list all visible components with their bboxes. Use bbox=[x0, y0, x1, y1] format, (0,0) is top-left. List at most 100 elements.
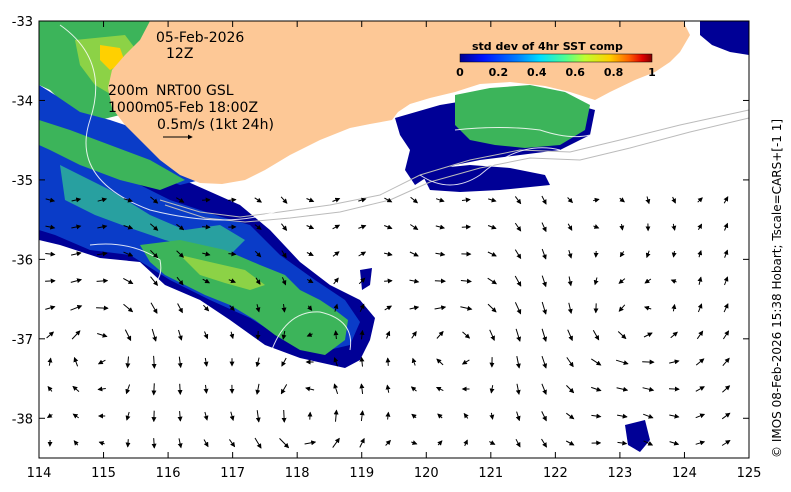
x-tick-label: 114 bbox=[27, 466, 52, 481]
colorbar-tick-label: 0.4 bbox=[527, 66, 547, 79]
current-arrow bbox=[255, 410, 261, 423]
current-arrow bbox=[669, 413, 680, 419]
y-tick-label: -33 bbox=[12, 15, 33, 30]
current-arrow bbox=[281, 304, 287, 313]
current-arrow bbox=[437, 440, 443, 446]
current-arrow bbox=[514, 249, 522, 260]
current-arrow bbox=[410, 224, 419, 230]
current-arrow bbox=[254, 437, 262, 449]
colorbar-gradient bbox=[459, 53, 653, 63]
current-arrow bbox=[333, 409, 339, 422]
current-arrow bbox=[489, 412, 495, 420]
current-arrow bbox=[489, 440, 496, 445]
current-arrow bbox=[279, 438, 290, 449]
current-arrow bbox=[463, 439, 468, 447]
current-arrow bbox=[435, 251, 446, 257]
depth-deep-label: 1000m bbox=[108, 100, 157, 116]
current-arrow bbox=[281, 250, 287, 259]
current-arrow bbox=[384, 224, 393, 230]
current-arrow bbox=[72, 385, 80, 392]
current-arrow bbox=[150, 196, 159, 204]
current-arrow bbox=[722, 357, 730, 367]
current-arrow bbox=[721, 412, 731, 420]
current-arrow bbox=[566, 385, 575, 394]
current-arrow bbox=[255, 357, 261, 368]
colorbar-tick-label: 0.6 bbox=[565, 66, 585, 79]
hour-label: 12Z bbox=[166, 46, 193, 62]
current-arrow bbox=[304, 440, 317, 446]
current-arrow bbox=[723, 222, 729, 231]
current-arrow bbox=[411, 413, 417, 419]
current-arrow bbox=[541, 328, 548, 342]
y-tick-label: -38 bbox=[12, 412, 33, 427]
current-arrow bbox=[489, 385, 495, 394]
x-tick-label: 117 bbox=[220, 466, 245, 481]
current-arrow bbox=[515, 328, 522, 342]
y-tick-label: -34 bbox=[12, 94, 33, 109]
y-tick-label: -37 bbox=[12, 333, 33, 348]
current-arrow bbox=[619, 224, 625, 231]
current-arrow bbox=[592, 329, 600, 341]
current-arrow bbox=[618, 278, 626, 284]
current-arrow bbox=[203, 357, 209, 367]
current-arrow bbox=[567, 329, 573, 342]
x-tick-label: 125 bbox=[737, 466, 762, 481]
current-arrow bbox=[97, 386, 106, 392]
current-arrow bbox=[541, 411, 547, 422]
current-arrow bbox=[125, 356, 131, 369]
current-arrow bbox=[123, 277, 134, 285]
date-label: 05-Feb-2026 bbox=[156, 30, 244, 46]
current-arrow bbox=[176, 250, 185, 258]
x-tick-label: 122 bbox=[543, 466, 568, 481]
current-arrow bbox=[176, 197, 185, 203]
current-arrow bbox=[45, 251, 56, 257]
current-arrow bbox=[228, 439, 236, 448]
current-arrow bbox=[437, 413, 443, 419]
current-arrow bbox=[45, 305, 56, 311]
current-arrow bbox=[358, 224, 367, 230]
current-arrow bbox=[281, 223, 288, 231]
current-arrow bbox=[228, 251, 237, 257]
current-arrow bbox=[202, 278, 211, 284]
current-arrow bbox=[409, 305, 420, 311]
current-arrow bbox=[333, 357, 339, 367]
current-arrow bbox=[123, 224, 134, 230]
current-arrow bbox=[123, 251, 134, 257]
current-arrow bbox=[229, 305, 235, 312]
current-arrow bbox=[177, 303, 183, 314]
current-arrow bbox=[97, 197, 108, 203]
current-arrow bbox=[697, 276, 703, 285]
current-arrow bbox=[228, 197, 237, 203]
current-arrow bbox=[411, 357, 417, 366]
current-arrow bbox=[47, 385, 53, 392]
current-arrow bbox=[97, 251, 108, 257]
current-arrow bbox=[149, 223, 159, 231]
current-arrow bbox=[695, 386, 705, 392]
current-arrow bbox=[385, 439, 391, 446]
current-arrow bbox=[73, 356, 79, 367]
current-arrow bbox=[618, 304, 626, 312]
current-arrow bbox=[281, 277, 287, 286]
current-arrow bbox=[460, 278, 472, 284]
current-arrow bbox=[385, 357, 391, 366]
current-arrow bbox=[151, 383, 157, 396]
x-tick-label: 119 bbox=[349, 466, 374, 481]
colorbar-tick-label: 0.2 bbox=[489, 66, 509, 79]
current-arrow bbox=[411, 440, 418, 445]
current-arrow bbox=[177, 383, 183, 396]
current-arrow bbox=[514, 302, 522, 315]
current-arrow bbox=[565, 440, 575, 446]
current-arrow bbox=[410, 196, 419, 204]
current-arrow bbox=[359, 437, 365, 448]
current-arrow bbox=[695, 413, 706, 419]
current-arrow bbox=[46, 413, 53, 418]
current-arrow bbox=[669, 440, 680, 446]
current-arrow bbox=[697, 250, 703, 258]
current-arrow bbox=[489, 329, 495, 341]
colorbar-title: std dev of 4hr SST comp bbox=[472, 40, 623, 53]
current-arrow bbox=[566, 357, 574, 368]
current-arrow bbox=[333, 383, 339, 395]
current-arrow bbox=[409, 251, 419, 257]
current-arrow bbox=[410, 386, 417, 392]
current-arrow bbox=[203, 384, 209, 394]
